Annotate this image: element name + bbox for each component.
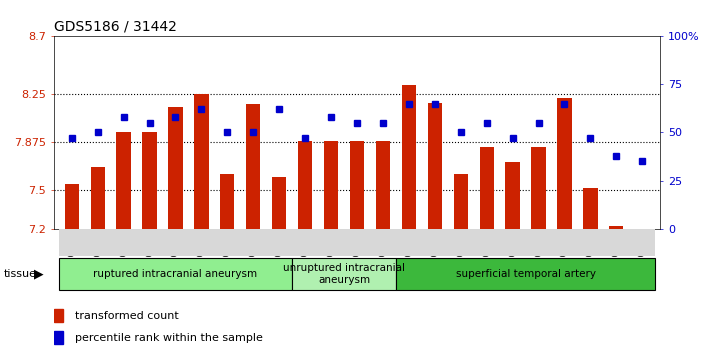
Bar <box>428 103 442 229</box>
Bar <box>551 229 578 256</box>
Bar <box>402 85 416 229</box>
Bar <box>473 229 500 256</box>
Bar <box>350 142 364 229</box>
Bar <box>370 229 396 256</box>
Bar <box>473 36 500 229</box>
Bar <box>318 229 344 256</box>
Bar <box>59 229 85 256</box>
Bar <box>59 36 85 229</box>
Bar <box>500 229 526 256</box>
Bar <box>85 229 111 256</box>
Bar <box>136 229 163 256</box>
Bar <box>246 104 261 229</box>
Bar <box>453 174 468 229</box>
Bar <box>629 36 655 229</box>
Bar <box>220 174 234 229</box>
Bar <box>116 132 131 229</box>
Bar <box>272 178 286 229</box>
Bar <box>324 142 338 229</box>
Bar <box>54 331 64 344</box>
Bar <box>344 36 370 229</box>
Bar <box>629 229 655 256</box>
Bar <box>142 132 156 229</box>
Bar <box>578 229 603 256</box>
Bar <box>292 36 318 229</box>
Bar <box>266 36 292 229</box>
Bar <box>163 229 188 256</box>
Bar <box>396 229 422 256</box>
Text: unruptured intracranial
aneurysm: unruptured intracranial aneurysm <box>283 263 405 285</box>
Bar <box>318 36 344 229</box>
Bar <box>578 36 603 229</box>
Bar <box>603 36 629 229</box>
Bar <box>422 229 448 256</box>
Text: transformed count: transformed count <box>75 311 178 321</box>
Bar <box>344 229 370 256</box>
Bar <box>448 36 473 229</box>
FancyBboxPatch shape <box>59 258 292 290</box>
Bar <box>194 94 208 229</box>
Bar <box>188 36 214 229</box>
Text: superficial temporal artery: superficial temporal artery <box>456 269 595 279</box>
Bar <box>558 98 572 229</box>
Bar <box>422 36 448 229</box>
FancyBboxPatch shape <box>292 258 396 290</box>
Bar <box>214 229 241 256</box>
Bar <box>551 36 578 229</box>
Bar <box>91 167 105 229</box>
Bar <box>85 36 111 229</box>
Bar <box>376 142 390 229</box>
Bar <box>241 36 266 229</box>
Bar <box>370 36 396 229</box>
Bar <box>241 229 266 256</box>
Bar <box>136 36 163 229</box>
Bar <box>188 229 214 256</box>
Bar <box>163 36 188 229</box>
Bar <box>396 36 422 229</box>
Bar <box>480 147 494 229</box>
Bar <box>169 107 183 229</box>
Bar <box>526 36 551 229</box>
Bar <box>500 36 526 229</box>
Bar <box>266 229 292 256</box>
Text: percentile rank within the sample: percentile rank within the sample <box>75 333 263 343</box>
Bar <box>506 162 520 229</box>
Bar <box>609 226 623 229</box>
Bar <box>448 229 473 256</box>
Bar <box>603 229 629 256</box>
Bar <box>54 309 64 322</box>
Bar <box>111 229 136 256</box>
Bar <box>583 188 598 229</box>
Bar <box>526 229 551 256</box>
Bar <box>111 36 136 229</box>
FancyBboxPatch shape <box>396 258 655 290</box>
Bar <box>298 142 312 229</box>
Text: GDS5186 / 31442: GDS5186 / 31442 <box>54 20 176 34</box>
Bar <box>214 36 241 229</box>
Bar <box>292 229 318 256</box>
Text: ▶: ▶ <box>34 268 44 281</box>
Text: tissue: tissue <box>4 269 36 279</box>
Bar <box>64 184 79 229</box>
Bar <box>531 147 545 229</box>
Text: ruptured intracranial aneurysm: ruptured intracranial aneurysm <box>94 269 258 279</box>
